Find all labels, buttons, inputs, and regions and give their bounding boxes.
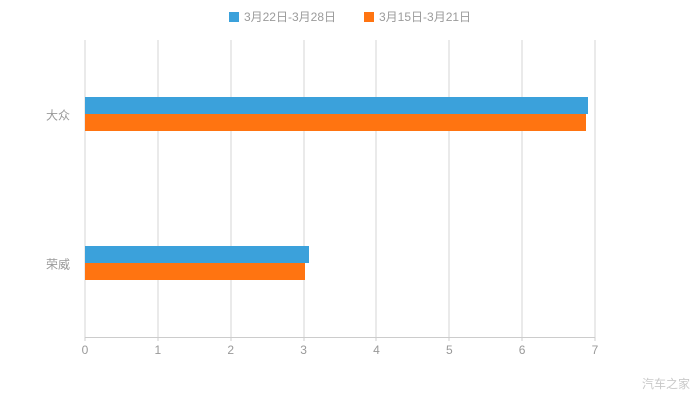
gridline	[157, 40, 159, 337]
bar-大众-series-1[interactable]	[85, 114, 587, 132]
x-tick-mark	[448, 337, 450, 341]
x-tick-mark	[230, 337, 232, 341]
gridline	[375, 40, 377, 337]
x-tick-label: 1	[154, 343, 162, 357]
gridline	[521, 40, 523, 337]
gridline	[84, 40, 86, 337]
gridline	[594, 40, 596, 337]
legend-swatch-icon	[364, 11, 374, 22]
x-tick-label: 4	[373, 343, 380, 357]
gridline	[303, 40, 305, 337]
bar-荣威-series-0[interactable]	[85, 245, 310, 263]
x-tick-mark	[303, 337, 305, 341]
x-tick-mark	[157, 337, 159, 341]
legend-item-1[interactable]: 3月15日-3月21日	[364, 8, 471, 25]
x-tick-label: 7	[591, 343, 599, 357]
bar-大众-series-0[interactable]	[85, 97, 588, 115]
x-axis: 0 1 2 3 4 5 6 7	[81, 343, 599, 359]
bar-荣威-series-1[interactable]	[85, 262, 306, 280]
x-tick-mark	[521, 337, 523, 341]
y-category-label: 荣威	[45, 257, 70, 271]
watermark: 汽车之家	[641, 377, 690, 391]
x-tick-label: 2	[227, 343, 235, 357]
gridline	[448, 40, 450, 337]
y-category-label: 大众	[45, 108, 70, 122]
legend: 3月22日-3月28日 3月15日-3月21日	[0, 8, 700, 25]
legend-label: 3月22日-3月28日	[243, 10, 336, 24]
plot-area	[84, 40, 596, 341]
x-tick-label: 6	[518, 343, 526, 357]
x-tick-label: 3	[300, 343, 307, 357]
x-tick-label: 5	[445, 343, 453, 357]
legend-swatch-icon	[228, 11, 239, 22]
x-tick-mark	[84, 337, 86, 341]
x-tick-mark	[594, 337, 596, 341]
gridline	[230, 40, 232, 337]
x-tick-label: 0	[81, 343, 89, 357]
legend-item-0[interactable]: 3月22日-3月28日	[228, 8, 336, 25]
x-tick-mark	[375, 337, 377, 341]
y-axis-category-labels: 大众 荣威	[0, 40, 78, 338]
legend-label: 3月15日-3月21日	[379, 10, 472, 24]
